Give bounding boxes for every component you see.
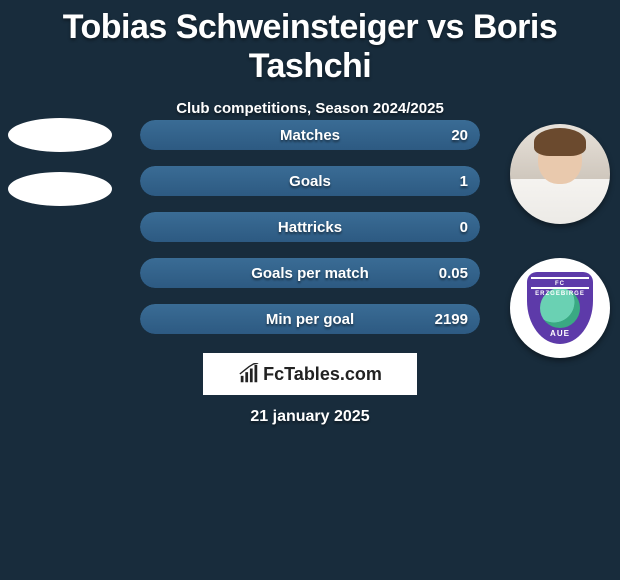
stat-right-value: 1 [460,166,468,196]
stat-bar: Goals per match0.05 [140,258,480,288]
page-title: Tobias Schweinsteiger vs Boris Tashchi [0,0,620,86]
brand-text: FcTables.com [263,364,382,385]
stat-label: Hattricks [140,212,480,242]
stat-bar: Matches20 [140,120,480,150]
crest-shield: FC ERZGEBIRGE AUE [527,272,593,344]
stat-label: Goals per match [140,258,480,288]
left-marker-oval [8,118,112,152]
portrait-placeholder [510,124,610,224]
stat-right-value: 0.05 [439,258,468,288]
player-photo-right [510,124,610,224]
stat-right-value: 0 [460,212,468,242]
stat-bar: Hattricks0 [140,212,480,242]
stat-right-value: 20 [451,120,468,150]
crest-bottom-text: AUE [550,329,570,338]
crest-bg: FC ERZGEBIRGE AUE [510,258,610,358]
stat-label: Min per goal [140,304,480,334]
club-crest-right: FC ERZGEBIRGE AUE [510,258,610,358]
stat-right-value: 2199 [435,304,468,334]
chart-icon [238,363,260,385]
crest-top-text: FC ERZGEBIRGE [531,277,589,289]
date-text: 21 january 2025 [0,408,620,426]
left-marker-oval [8,172,112,206]
stat-bar: Min per goal2199 [140,304,480,334]
brand-box: FcTables.com [203,353,417,395]
stat-label: Matches [140,120,480,150]
stat-bar: Goals1 [140,166,480,196]
stat-label: Goals [140,166,480,196]
